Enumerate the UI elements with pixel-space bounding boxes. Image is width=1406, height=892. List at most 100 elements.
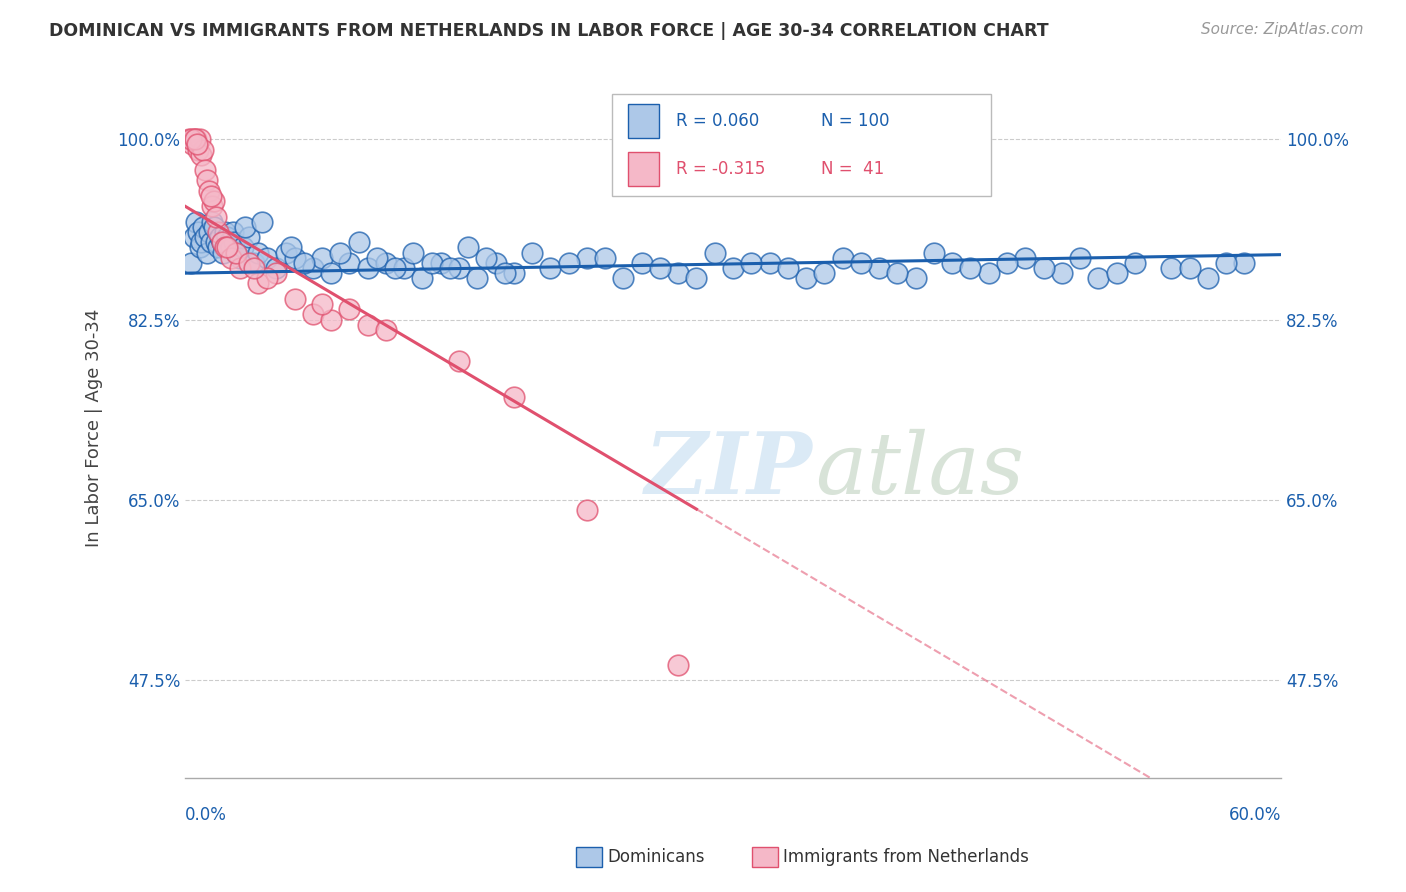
Point	[284, 251, 307, 265]
Point	[184, 132, 207, 146]
Point	[922, 245, 945, 260]
Point	[740, 256, 762, 270]
Point	[575, 251, 598, 265]
Point	[238, 230, 260, 244]
Text: R = -0.315: R = -0.315	[676, 160, 766, 178]
Point	[205, 210, 228, 224]
Point	[194, 163, 217, 178]
Point	[200, 189, 222, 203]
Point	[284, 292, 307, 306]
Point	[186, 137, 208, 152]
Point	[941, 256, 963, 270]
Text: N =  41: N = 41	[821, 160, 884, 178]
Point	[1233, 256, 1256, 270]
Point	[238, 256, 260, 270]
Point	[447, 353, 470, 368]
Text: Source: ZipAtlas.com: Source: ZipAtlas.com	[1201, 22, 1364, 37]
Point	[666, 657, 689, 672]
Point	[188, 240, 211, 254]
Point	[357, 318, 380, 332]
Point	[776, 260, 799, 275]
Point	[224, 235, 246, 250]
Point	[648, 260, 671, 275]
Point	[225, 245, 247, 260]
Point	[207, 225, 229, 239]
Text: R = 0.060: R = 0.060	[676, 112, 759, 130]
Point	[612, 271, 634, 285]
Point	[375, 323, 398, 337]
Point	[339, 256, 361, 270]
Text: Immigrants from Netherlands: Immigrants from Netherlands	[783, 848, 1029, 866]
Point	[202, 219, 225, 234]
Point	[995, 256, 1018, 270]
Point	[593, 251, 616, 265]
Point	[630, 256, 652, 270]
Point	[198, 184, 221, 198]
Y-axis label: In Labor Force | Age 30-34: In Labor Force | Age 30-34	[86, 309, 103, 547]
Point	[494, 266, 516, 280]
Point	[868, 260, 890, 275]
Point	[575, 503, 598, 517]
Point	[411, 271, 433, 285]
Point	[280, 240, 302, 254]
Point	[205, 235, 228, 250]
Point	[420, 256, 443, 270]
Text: atlas: atlas	[815, 428, 1025, 511]
Point	[184, 132, 207, 146]
Point	[959, 260, 981, 275]
Point	[250, 215, 273, 229]
Point	[375, 256, 398, 270]
Point	[180, 132, 202, 146]
Point	[195, 173, 218, 187]
Point	[221, 225, 243, 239]
Point	[201, 215, 224, 229]
Point	[218, 235, 240, 250]
Text: N = 100: N = 100	[821, 112, 890, 130]
Point	[201, 199, 224, 213]
Point	[215, 230, 238, 244]
Point	[1087, 271, 1109, 285]
Point	[384, 260, 406, 275]
Point	[366, 251, 388, 265]
Point	[187, 143, 209, 157]
Point	[520, 245, 543, 260]
Point	[1032, 260, 1054, 275]
Point	[211, 235, 233, 250]
Point	[207, 240, 229, 254]
Point	[447, 260, 470, 275]
Text: 0.0%: 0.0%	[186, 806, 226, 824]
Point	[184, 215, 207, 229]
Point	[214, 225, 236, 239]
Point	[190, 235, 212, 250]
Point	[502, 390, 524, 404]
Point	[177, 132, 200, 146]
Point	[1160, 260, 1182, 275]
Point	[794, 271, 817, 285]
Point	[429, 256, 451, 270]
Text: DOMINICAN VS IMMIGRANTS FROM NETHERLANDS IN LABOR FORCE | AGE 30-34 CORRELATION : DOMINICAN VS IMMIGRANTS FROM NETHERLANDS…	[49, 22, 1049, 40]
Point	[211, 235, 233, 250]
Point	[225, 245, 247, 260]
Point	[1178, 260, 1201, 275]
Point	[212, 245, 235, 260]
Point	[321, 266, 343, 280]
Point	[557, 256, 579, 270]
Point	[394, 260, 416, 275]
Point	[187, 225, 209, 239]
Point	[266, 260, 288, 275]
Point	[302, 260, 325, 275]
Point	[439, 260, 461, 275]
Point	[831, 251, 853, 265]
Point	[193, 143, 215, 157]
Point	[243, 260, 266, 275]
Point	[321, 312, 343, 326]
Point	[180, 256, 202, 270]
Point	[292, 256, 315, 270]
Point	[208, 230, 231, 244]
Point	[457, 240, 479, 254]
Point	[329, 245, 352, 260]
Point	[247, 245, 270, 260]
Point	[190, 147, 212, 161]
Point	[813, 266, 835, 280]
Point	[195, 245, 218, 260]
